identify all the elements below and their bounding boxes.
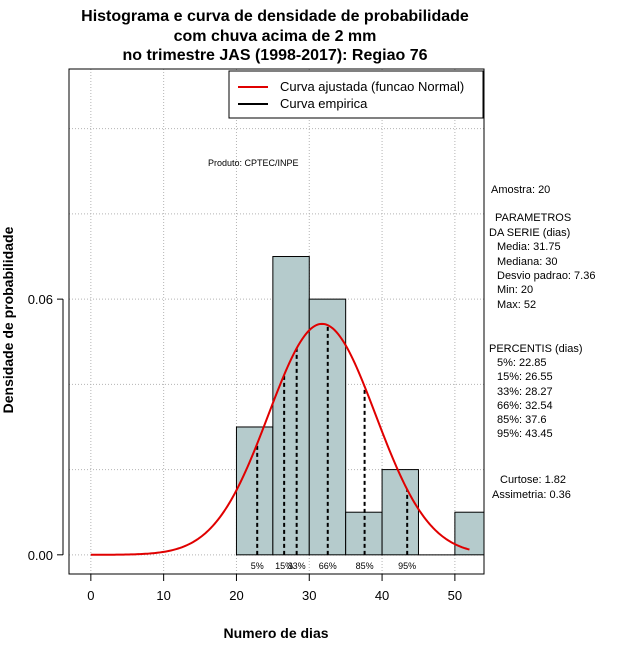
percentile-label: 15% — [275, 561, 293, 571]
stat-max: Max: 52 — [497, 299, 536, 311]
percentile-label: 85% — [356, 561, 374, 571]
x-tick-label: 50 — [448, 588, 462, 603]
stat-percentis-title: PERCENTIS (dias) — [489, 343, 583, 355]
stat-curtose: Curtose: 1.82 — [500, 474, 566, 486]
histogram-bar — [454, 511, 485, 556]
histogram-bar — [272, 256, 310, 556]
y-tick-label: 0.06 — [28, 292, 53, 307]
histogram-bar — [235, 426, 274, 556]
fit-curve-layer — [90, 322, 470, 556]
x-tick-label: 10 — [156, 588, 170, 603]
stat-media: Media: 31.75 — [497, 241, 561, 253]
y-tick-label: 0.00 — [28, 548, 53, 563]
legend-box — [228, 70, 484, 119]
fit-curve-line — [90, 322, 470, 556]
histogram-bar — [381, 469, 419, 556]
percentile-lines: 5% 15%33% 66% 85% 95% — [251, 325, 416, 571]
percentile-label: 5% — [251, 561, 264, 571]
plot-frame — [68, 68, 485, 575]
axes: 0.00 0.06 0 10 20 30 40 50 — [28, 292, 462, 603]
histogram-bars — [235, 256, 485, 556]
x-tick-label: 20 — [229, 588, 243, 603]
percentile-label: 33% — [288, 561, 306, 571]
stat-amostra: Amostra: 20 — [491, 184, 550, 196]
legend-label-empirical: Curva empirica — [280, 96, 368, 111]
y-axis-label: Densidade de probabilidade — [0, 226, 16, 413]
legend-label-fit: Curva ajustada (funcao Normal) — [280, 79, 464, 94]
stat-min: Min: 20 — [497, 284, 533, 296]
legend: Curva ajustada (funcao Normal) Curva emp… — [228, 70, 484, 119]
stat-mediana: Mediana: 30 — [497, 256, 558, 268]
stat-desvio: Desvio padrao: 7.36 — [497, 270, 595, 282]
x-tick-label: 0 — [87, 588, 94, 603]
chart-title-line-2: com chuva acima de 2 mm — [174, 28, 377, 45]
stat-p33: 33%: 28.27 — [497, 386, 553, 398]
stat-parametros-title-1: PARAMETROS — [495, 212, 571, 224]
percentile-label: 66% — [319, 561, 337, 571]
stat-p15: 15%: 26.55 — [497, 371, 553, 383]
stat-p5: 5%: 22.85 — [497, 357, 547, 369]
stat-p66: 66%: 32.54 — [497, 400, 553, 412]
x-axis-label: Numero de dias — [223, 625, 328, 641]
chart-title-line-1: Histograma e curva de densidade de proba… — [81, 8, 469, 25]
stat-p95: 95%: 43.45 — [497, 428, 553, 440]
stat-p85: 85%: 37.6 — [497, 414, 547, 426]
stats-panel: Amostra: 20 PARAMETROS DA SERIE (dias) M… — [489, 184, 595, 501]
chart-title-line-3: no trimestre JAS (1998-2017): Regiao 76 — [122, 47, 427, 64]
x-tick-label: 30 — [302, 588, 316, 603]
x-tick-label: 40 — [375, 588, 389, 603]
stat-assimetria: Assimetria: 0.36 — [492, 489, 571, 501]
percentile-label: 95% — [398, 561, 416, 571]
stat-parametros-title-2: DA SERIE (dias) — [489, 227, 570, 239]
product-label: Produto: CPTEC/INPE — [208, 158, 299, 168]
